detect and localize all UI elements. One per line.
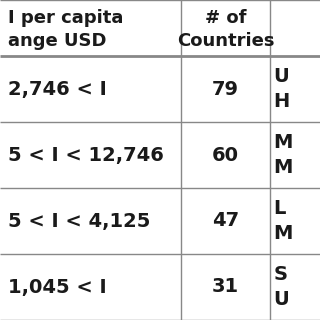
Text: 47: 47 — [212, 212, 239, 230]
Text: H: H — [274, 92, 290, 111]
Text: 79: 79 — [212, 79, 239, 99]
Text: M: M — [274, 224, 293, 243]
Text: 31: 31 — [212, 277, 239, 297]
Text: U: U — [274, 67, 289, 86]
Text: # of: # of — [205, 9, 246, 28]
Text: S: S — [274, 265, 288, 284]
Text: L: L — [274, 199, 286, 218]
Text: 1,045 < I: 1,045 < I — [8, 277, 107, 297]
Text: 5 < I < 4,125: 5 < I < 4,125 — [8, 212, 150, 230]
Text: M: M — [274, 158, 293, 177]
Text: Countries: Countries — [177, 32, 274, 50]
Text: 2,746 < I: 2,746 < I — [8, 79, 107, 99]
Text: 60: 60 — [212, 146, 239, 164]
Text: I per capita: I per capita — [8, 9, 124, 28]
Text: M: M — [274, 133, 293, 152]
Text: U: U — [274, 290, 289, 309]
Text: ange USD: ange USD — [8, 32, 107, 50]
Text: 5 < I < 12,746: 5 < I < 12,746 — [8, 146, 164, 164]
